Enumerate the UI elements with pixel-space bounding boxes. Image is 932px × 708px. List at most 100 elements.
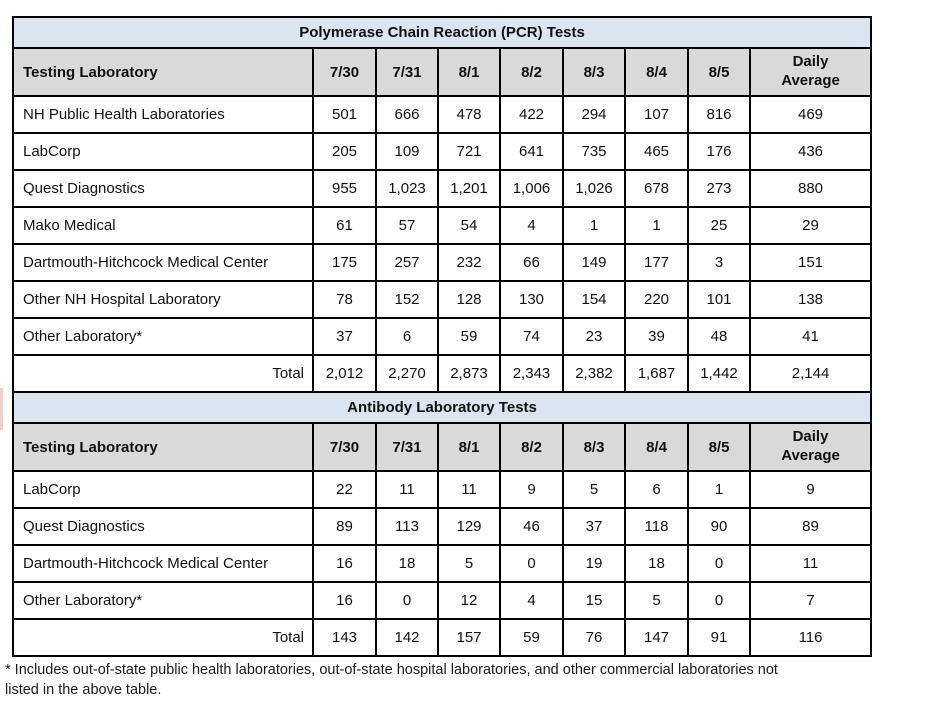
- value-cell: 19: [562, 544, 626, 583]
- total-value-cell: 116: [748, 618, 873, 657]
- row-label: NH Public Health Laboratories: [12, 95, 314, 134]
- value-cell: 113: [375, 507, 439, 546]
- value-cell: 109: [375, 132, 439, 171]
- total-label: Total: [12, 354, 314, 393]
- antibody-section-title-row: Antibody Laboratory Tests: [11, 391, 873, 424]
- antibody-total-row: Total 143 142 157 59 76 147 91 116: [12, 618, 873, 657]
- value-cell: 0: [687, 581, 751, 620]
- value-cell: 37: [562, 507, 626, 546]
- value-cell: 205: [312, 132, 377, 171]
- value-cell: 1: [687, 470, 751, 509]
- value-cell: 138: [748, 280, 873, 319]
- antibody-column-header-8-2: 8/2: [499, 422, 564, 472]
- left-margin-highlight-mark: [0, 388, 3, 430]
- total-label: Total: [12, 618, 314, 657]
- table-row: Other Laboratory* 37 6 59 74 23 39 48 41: [12, 317, 873, 356]
- footnote-line-2: listed in the above table.: [5, 681, 162, 698]
- total-value-cell: 143: [312, 618, 377, 657]
- value-cell: 12: [437, 581, 501, 620]
- value-cell: 16: [312, 581, 377, 620]
- value-cell: 59: [437, 317, 501, 356]
- value-cell: 22: [312, 470, 377, 509]
- value-cell: 880: [748, 169, 873, 208]
- pcr-column-header-8-5: 8/5: [687, 47, 751, 97]
- value-cell: 41: [748, 317, 873, 356]
- table-row: Other Laboratory* 16 0 12 4 15 5 0 7: [12, 581, 873, 620]
- table-row: Other NH Hospital Laboratory 78 152 128 …: [12, 280, 873, 319]
- antibody-column-header-daily-average: Daily Average: [748, 422, 873, 472]
- value-cell: 15: [562, 581, 626, 620]
- value-cell: 436: [748, 132, 873, 171]
- table-row: NH Public Health Laboratories 501 666 47…: [12, 95, 873, 134]
- total-value-cell: 59: [499, 618, 564, 657]
- table-row: Dartmouth-Hitchcock Medical Center 175 2…: [12, 243, 873, 282]
- value-cell: 152: [375, 280, 439, 319]
- value-cell: 149: [562, 243, 626, 282]
- value-cell: 89: [312, 507, 377, 546]
- row-label: Other NH Hospital Laboratory: [12, 280, 314, 319]
- value-cell: 1,201: [437, 169, 501, 208]
- value-cell: 57: [375, 206, 439, 245]
- pcr-section-title-row: Polymerase Chain Reaction (PCR) Tests: [11, 16, 873, 49]
- pcr-column-header-7-30: 7/30: [312, 47, 377, 97]
- value-cell: 816: [687, 95, 751, 134]
- value-cell: 118: [624, 507, 689, 546]
- pcr-column-header-row: Testing Laboratory 7/30 7/31 8/1 8/2 8/3…: [12, 47, 873, 97]
- total-value-cell: 2,270: [375, 354, 439, 393]
- value-cell: 721: [437, 132, 501, 171]
- row-label: Dartmouth-Hitchcock Medical Center: [12, 544, 314, 583]
- total-value-cell: 2,144: [748, 354, 873, 393]
- value-cell: 9: [499, 470, 564, 509]
- pcr-column-header-8-1: 8/1: [437, 47, 501, 97]
- value-cell: 175: [312, 243, 377, 282]
- value-cell: 90: [687, 507, 751, 546]
- pcr-column-header-8-2: 8/2: [499, 47, 564, 97]
- value-cell: 37: [312, 317, 377, 356]
- value-cell: 1: [562, 206, 626, 245]
- antibody-column-header-7-30: 7/30: [312, 422, 377, 472]
- value-cell: 151: [748, 243, 873, 282]
- value-cell: 5: [437, 544, 501, 583]
- value-cell: 465: [624, 132, 689, 171]
- value-cell: 11: [437, 470, 501, 509]
- row-label: Other Laboratory*: [12, 581, 314, 620]
- value-cell: 1: [624, 206, 689, 245]
- row-label: Quest Diagnostics: [12, 507, 314, 546]
- value-cell: 1,006: [499, 169, 564, 208]
- value-cell: 6: [375, 317, 439, 356]
- row-label: LabCorp: [12, 470, 314, 509]
- table-row: LabCorp 205 109 721 641 735 465 176 436: [12, 132, 873, 171]
- value-cell: 0: [499, 544, 564, 583]
- total-value-cell: 147: [624, 618, 689, 657]
- value-cell: 176: [687, 132, 751, 171]
- total-value-cell: 1,442: [687, 354, 751, 393]
- value-cell: 18: [375, 544, 439, 583]
- antibody-column-header-8-3: 8/3: [562, 422, 626, 472]
- value-cell: 5: [562, 470, 626, 509]
- value-cell: 7: [748, 581, 873, 620]
- total-value-cell: 142: [375, 618, 439, 657]
- row-label: Dartmouth-Hitchcock Medical Center: [12, 243, 314, 282]
- value-cell: 177: [624, 243, 689, 282]
- value-cell: 101: [687, 280, 751, 319]
- row-label: Quest Diagnostics: [12, 169, 314, 208]
- value-cell: 641: [499, 132, 564, 171]
- value-cell: 273: [687, 169, 751, 208]
- table-row: Dartmouth-Hitchcock Medical Center 16 18…: [12, 544, 873, 583]
- antibody-table-title: Antibody Laboratory Tests: [11, 391, 873, 424]
- row-label: Mako Medical: [12, 206, 314, 245]
- row-label: Other Laboratory*: [12, 317, 314, 356]
- value-cell: 955: [312, 169, 377, 208]
- value-cell: 61: [312, 206, 377, 245]
- pcr-column-header-testing-laboratory: Testing Laboratory: [12, 47, 314, 97]
- pcr-column-header-7-31: 7/31: [375, 47, 439, 97]
- value-cell: 66: [499, 243, 564, 282]
- table-row: Quest Diagnostics 955 1,023 1,201 1,006 …: [12, 169, 873, 208]
- value-cell: 232: [437, 243, 501, 282]
- value-cell: 74: [499, 317, 564, 356]
- value-cell: 735: [562, 132, 626, 171]
- table-row: LabCorp 22 11 11 9 5 6 1 9: [12, 470, 873, 509]
- value-cell: 422: [499, 95, 564, 134]
- footnote-line-1: * Includes out-of-state public health la…: [5, 662, 778, 678]
- value-cell: 11: [748, 544, 873, 583]
